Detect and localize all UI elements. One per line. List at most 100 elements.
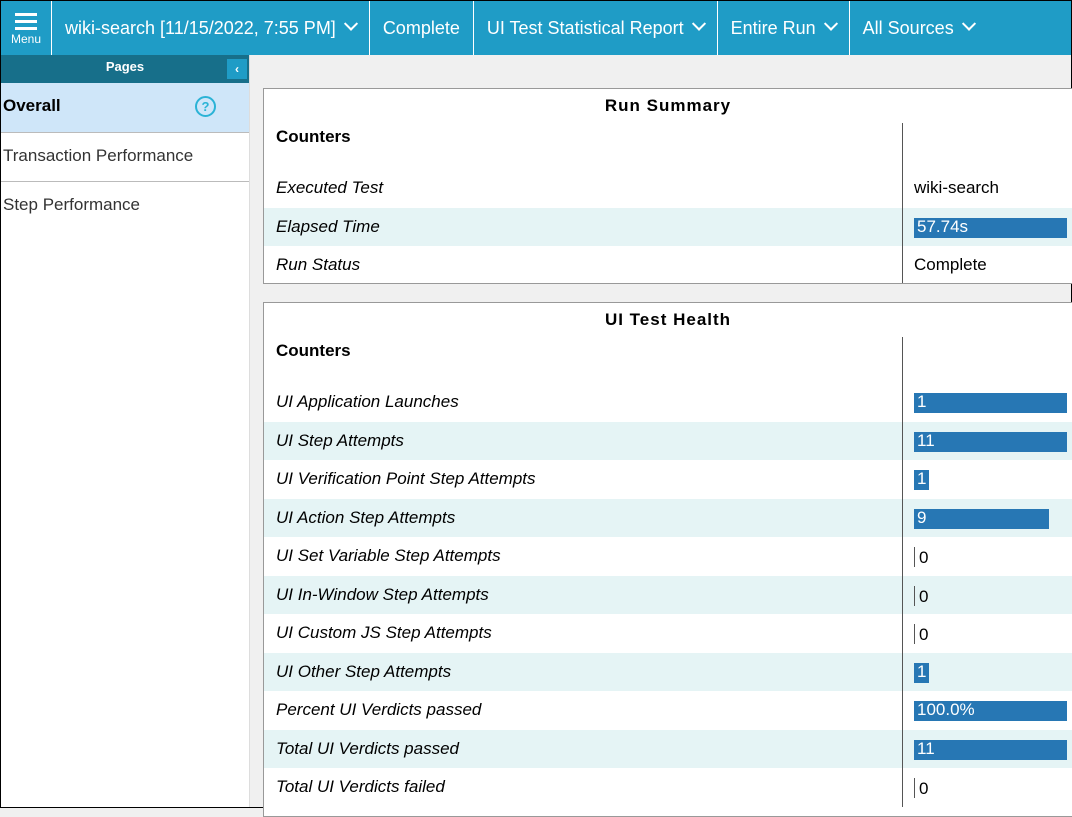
page-link[interactable]: Transaction Performance [1,133,249,182]
collapse-button[interactable]: ‹ [227,59,247,79]
divider [902,123,903,169]
divider [902,383,903,422]
value-bar [914,431,1067,452]
table-row: UI Step Attempts 11 [264,421,1072,460]
table-row: UI Set Variable Step Attempts 0 [264,537,1072,576]
nav-label: Complete [382,17,460,38]
counter-value: 1 [917,661,927,681]
counter-value: 11 [917,738,935,758]
table-row: Executed Test wiki-search [264,169,1072,208]
value-bar [914,393,1067,413]
divider [902,729,903,768]
counter-value: Complete [914,255,987,274]
counter-value: 57.74s [917,216,969,236]
nav-item[interactable]: Entire Run [718,1,850,55]
value-bar [914,778,915,798]
value-bar [914,470,929,490]
panel: UI Test Health Counters UI Application Lau… [263,302,1072,817]
nav-label: Entire Run [730,17,816,38]
table-row: UI Custom JS Step Attempts 0 [264,614,1072,653]
panel: Run Summary Counters Executed Test wiki-sea… [263,88,1072,284]
table-row: UI Application Launches 1 [264,383,1072,422]
counter-label: UI Set Variable Step Attempts [276,546,501,565]
divider [902,207,903,246]
nav-item[interactable]: wiki-search [11/15/2022, 7:55 PM] [52,1,370,55]
value-bar [914,624,915,644]
menu-label: Menu [10,31,42,46]
value-bar [914,739,1067,760]
counter-value: 100.0% [917,700,975,719]
counter-value: 0 [919,586,929,606]
counter-value: wiki-search [914,178,1000,197]
table-row: Elapsed Time 57.74s [264,207,1072,246]
counter-label: UI Application Launches [276,392,459,411]
value-bar [914,217,1067,238]
column-header: Counters [276,127,351,146]
divider [902,460,903,499]
divider [902,691,903,730]
table-row: Total UI Verdicts failed 0 [264,768,1072,807]
table-row: UI In-Window Step Attempts 0 [264,575,1072,614]
nav-label: UI Test Statistical Report [486,17,684,38]
sidebar-header: Pages ‹ [1,55,249,83]
panel-title: Run Summary [604,96,732,115]
top-bar: Menu wiki-search [11/15/2022, 7:55 PM] C… [1,1,1071,55]
page-link[interactable]: Step Performance [1,182,249,230]
counter-value: 1 [917,469,927,488]
value-bar [914,508,1049,529]
divider [902,337,903,383]
counter-label: Percent UI Verdicts passed [276,700,482,719]
table-row: UI Verification Point Step Attempts 1 [264,460,1072,499]
counter-label: UI Other Step Attempts [276,661,452,681]
sidebar-title: Pages [105,59,145,74]
table-row: Percent UI Verdicts passed 100.0% [264,691,1072,730]
counter-label: UI In-Window Step Attempts [276,584,489,604]
value-bar [914,701,1067,721]
page-link[interactable]: Overall? [1,83,249,133]
nav-item[interactable]: UI Test Statistical Report [474,1,718,55]
divider [902,652,903,691]
counter-label: Total UI Verdicts failed [276,777,445,796]
table-row: Run Status Complete [264,246,1072,283]
counter-label: UI Custom JS Step Attempts [276,623,492,642]
page-label: Transaction Performance [3,146,194,165]
divider [902,421,903,460]
counter-label: UI Step Attempts [276,430,404,450]
page-label: Overall [3,96,61,115]
counter-value: 0 [919,548,929,567]
counter-label: Executed Test [276,178,384,197]
header-row: Counters [264,337,1072,383]
divider [902,246,903,283]
divider [902,498,903,537]
divider [902,614,903,653]
column-header: Counters [276,341,351,360]
counter-value: 11 [917,430,935,450]
counter-value: 0 [919,625,929,644]
counter-value: 1 [917,392,927,411]
value-bar [914,585,915,606]
nav-item[interactable]: All Sources [850,1,987,55]
value-bar [914,662,929,683]
divider [902,169,903,208]
counter-value: 0 [919,779,929,798]
nav-item[interactable]: Complete [370,1,474,55]
value-bar [914,547,915,567]
counter-label: UI Action Step Attempts [276,507,456,527]
table-row: Total UI Verdicts passed 11 [264,729,1072,768]
table-row: UI Action Step Attempts 9 [264,498,1072,537]
header-row: Counters [264,123,1072,169]
counter-value: 9 [917,507,927,527]
table-row: UI Other Step Attempts 1 [264,652,1072,691]
counter-label: Total UI Verdicts passed [276,738,459,758]
page-label: Step Performance [3,195,141,214]
counter-label: Run Status [276,255,361,274]
nav-label: wiki-search [11/15/2022, 7:55 PM] [65,17,336,38]
counter-label: Elapsed Time [276,216,380,236]
divider [902,537,903,576]
divider [902,768,903,807]
sidebar: Pages ‹ Overall? Transaction Performance … [1,55,250,807]
counter-label: UI Verification Point Step Attempts [276,469,536,488]
help-icon[interactable]: ? [195,96,216,117]
menu-button[interactable]: Menu [1,1,52,55]
